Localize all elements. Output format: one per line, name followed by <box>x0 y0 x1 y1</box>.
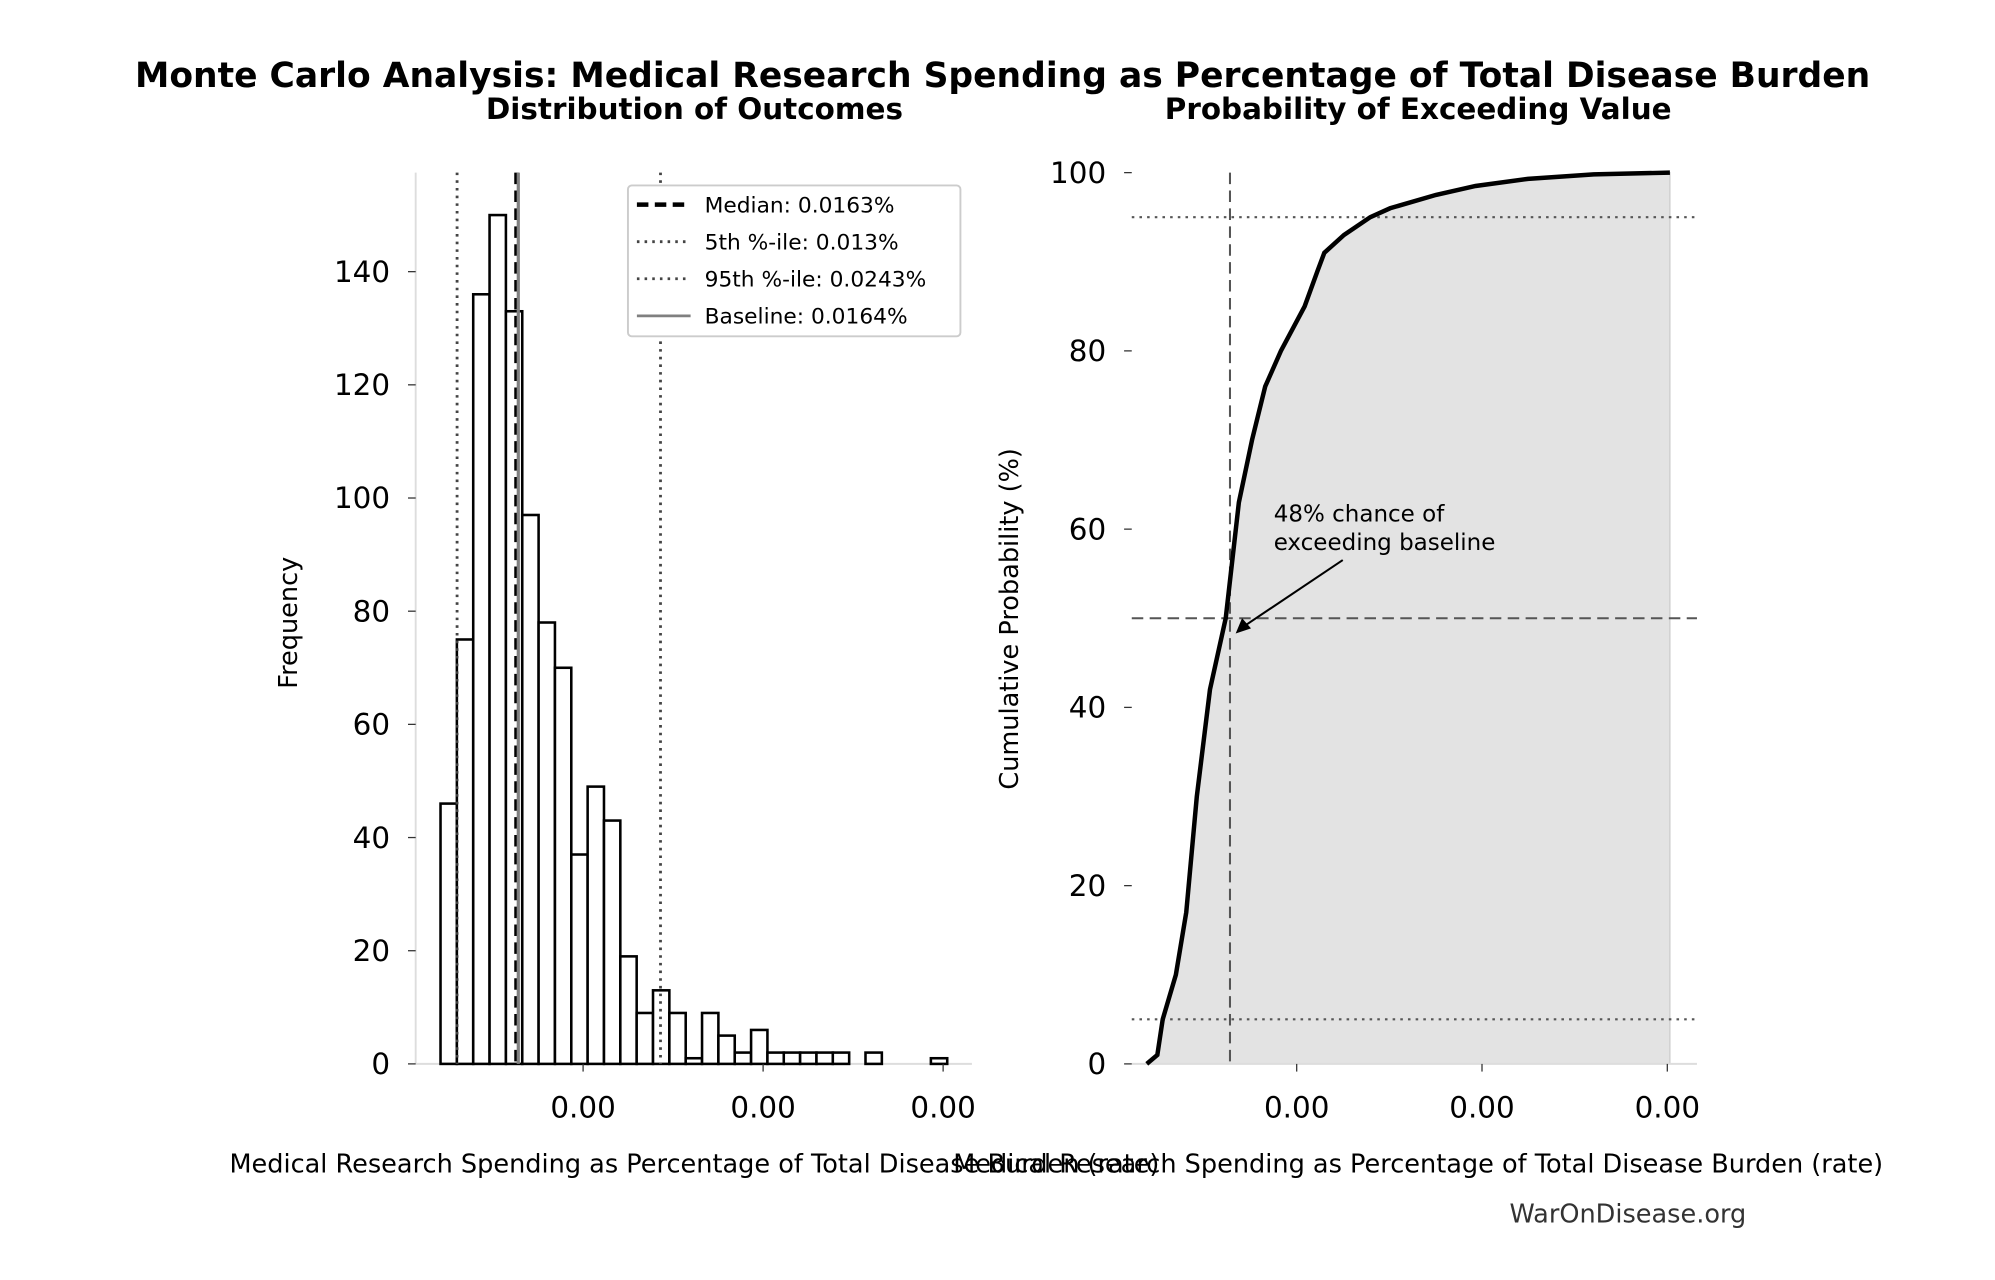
histogram-bar <box>439 802 459 1066</box>
histogram-bar <box>766 1051 786 1066</box>
left-ylabel: Frequency <box>274 557 304 689</box>
histogram-bar <box>782 1051 802 1066</box>
left-chart-title: Distribution of Outcomes <box>486 92 903 126</box>
histogram-bar <box>815 1051 835 1066</box>
cdf-line <box>1145 170 1670 1066</box>
histogram-bar <box>537 621 557 1066</box>
x-tick-label: 0.00 <box>730 1091 795 1125</box>
x-tick-label: 0.00 <box>910 1091 975 1125</box>
annotation-text: exceeding baseline <box>1274 530 1496 556</box>
y-tick-label: 20 <box>1069 869 1106 903</box>
x-tick-label: 0.00 <box>1264 1091 1329 1125</box>
y-tick-label: 0 <box>371 1047 390 1081</box>
annotation-arrow <box>1240 559 1344 630</box>
x-tick-label: 0.00 <box>1635 1091 1700 1125</box>
y-tick-label: 40 <box>1069 691 1106 725</box>
y-tick-label: 20 <box>353 934 390 968</box>
legend-label: 95th %-ile: 0.0243% <box>705 267 927 292</box>
histogram-plot: 0 20 40 60 80 100 120 140 0.00 0.00 0.00 Median: 0.… <box>334 172 976 1125</box>
histogram-bar <box>929 1056 949 1066</box>
histogram-bar <box>520 513 540 1066</box>
histogram-bar <box>831 1051 851 1066</box>
legend-label: Median: 0.0163% <box>705 193 895 218</box>
left-xlabel: Medical Research Spending as Percentage … <box>229 1150 1159 1180</box>
histogram-bar <box>570 853 589 1066</box>
y-tick-label: 80 <box>353 594 390 628</box>
legend: Median: 0.0163% 5th %-ile: 0.013% 95th %-i… <box>626 184 962 338</box>
y-tick-label: 100 <box>1050 156 1106 190</box>
legend-label: 5th %-ile: 0.013% <box>705 230 899 255</box>
figure-title: Monte Carlo Analysis: Medical Research S… <box>135 56 1870 96</box>
histogram-bar <box>798 1051 818 1066</box>
histogram-bar <box>488 213 508 1066</box>
legend-label: Baseline: 0.0164% <box>705 305 908 330</box>
x-tick-label: 0.00 <box>550 1091 615 1125</box>
y-tick-label: 80 <box>1069 334 1106 368</box>
annotation-text: 48% chance of <box>1274 502 1446 528</box>
right-xlabel: Medical Research Spending as Percentage … <box>953 1150 1883 1180</box>
histogram-bar <box>553 666 573 1066</box>
legend-box <box>626 184 962 338</box>
watermark: WarOnDisease.org <box>1510 1199 1747 1229</box>
histogram-bar <box>733 1051 753 1066</box>
histogram-bar <box>602 819 622 1066</box>
y-tick-label: 140 <box>334 255 390 289</box>
y-tick-label: 0 <box>1087 1047 1106 1081</box>
histogram-bar <box>684 1056 704 1066</box>
histogram-bar <box>471 293 491 1066</box>
histogram-bar <box>700 1011 720 1066</box>
histogram-bar <box>455 638 475 1066</box>
cdf-plot: 0 20 40 60 80 100 0.00 0.00 0.00 48% chance ofexc… <box>1050 156 1700 1125</box>
y-tick-label: 100 <box>334 481 390 515</box>
right-chart-title: Probability of Exceeding Value <box>1165 92 1672 126</box>
right-ylabel: Cumulative Probability (%) <box>995 448 1025 790</box>
y-tick-label: 120 <box>334 368 390 402</box>
histogram-bar <box>668 1011 687 1066</box>
histogram-bar <box>717 1034 737 1066</box>
y-tick-label: 40 <box>353 821 390 855</box>
y-tick-label: 60 <box>1069 512 1106 546</box>
histogram-bar <box>749 1028 769 1066</box>
histogram-bar <box>619 955 638 1066</box>
histogram-bar <box>586 785 606 1066</box>
annotation-arrowhead <box>1235 618 1252 634</box>
histogram-bar <box>864 1051 884 1066</box>
x-tick-label: 0.00 <box>1449 1091 1514 1125</box>
y-tick-label: 60 <box>353 708 390 742</box>
histogram-bar <box>635 1011 655 1066</box>
